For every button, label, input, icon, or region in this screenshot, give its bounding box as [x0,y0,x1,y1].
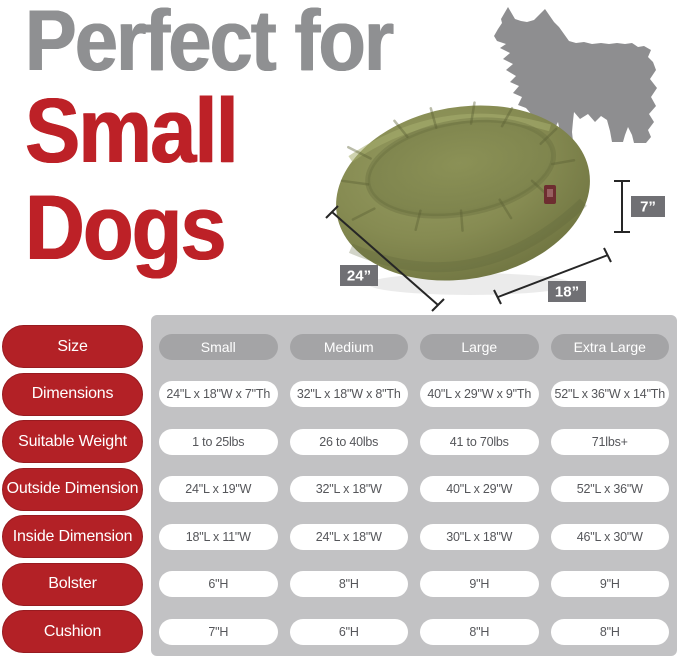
cell-inside-medium: 24"L x 18"W [289,523,408,550]
cell-weight-small: 1 to 25lbs [159,428,278,455]
row-label-bolster: Bolster [2,562,143,606]
cell-outside-extra-large: 52"L x 36"W [550,476,669,503]
dog-silhouette [494,7,657,143]
headline-perfect-for: Perfect for [25,0,394,89]
cell-bolster-small: 6"H [159,571,278,598]
cell-outside-small: 24"L x 19"W [159,476,278,503]
headline-dogs: Dogs [25,177,227,279]
cell-dimensions-small: 24"L x 18"W x 7"Th [159,381,278,408]
size-chart-row-labels: Size Dimensions Suitable Weight Outside … [2,315,143,656]
cell-cushion-large: 8"H [420,618,539,645]
cell-inside-extra-large: 46"L x 30"W [550,523,669,550]
cell-inside-small: 18"L x 11"W [159,523,278,550]
row-label-outside-dimension: Outside Dimension [2,467,143,511]
cell-dimensions-large: 40"L x 29"W x 9"Th [420,381,539,408]
cell-dimensions-extra-large: 52"L x 36"W x 14"Th [550,381,669,408]
cell-cushion-medium: 6"H [289,618,408,645]
column-header-small: Small [159,333,278,360]
cell-weight-medium: 26 to 40lbs [289,428,408,455]
column-header-extra-large: Extra Large [550,333,669,360]
cell-cushion-small: 7"H [159,618,278,645]
height-badge [631,196,665,217]
brand-tag [544,185,556,204]
cell-outside-large: 40"L x 29"W [420,476,539,503]
height-badge-label: 7” [640,199,656,216]
dog-bed-image [336,101,590,295]
cell-cushion-extra-large: 8"H [550,618,669,645]
cell-bolster-extra-large: 9"H [550,571,669,598]
size-chart: Small Medium Large Extra Large 24"L x 18… [151,315,677,656]
cell-bolster-large: 9"H [420,571,539,598]
cell-dimensions-medium: 32"L x 18"W x 8"Th [289,381,408,408]
column-header-medium: Medium [289,333,408,360]
headline-small: Small [25,80,239,182]
row-label-size: Size [2,325,143,369]
cell-bolster-medium: 8"H [289,571,408,598]
row-label-dimensions: Dimensions [2,372,143,416]
row-label-suitable-weight: Suitable Weight [2,420,143,464]
cell-weight-extra-large: 71lbs+ [550,428,669,455]
column-header-large: Large [420,333,539,360]
row-label-inside-dimension: Inside Dimension [2,515,143,559]
cell-weight-large: 41 to 70lbs [420,428,539,455]
cell-inside-large: 30"L x 18"W [420,523,539,550]
cell-outside-medium: 32"L x 18"W [289,476,408,503]
row-label-cushion: Cushion [2,610,143,654]
